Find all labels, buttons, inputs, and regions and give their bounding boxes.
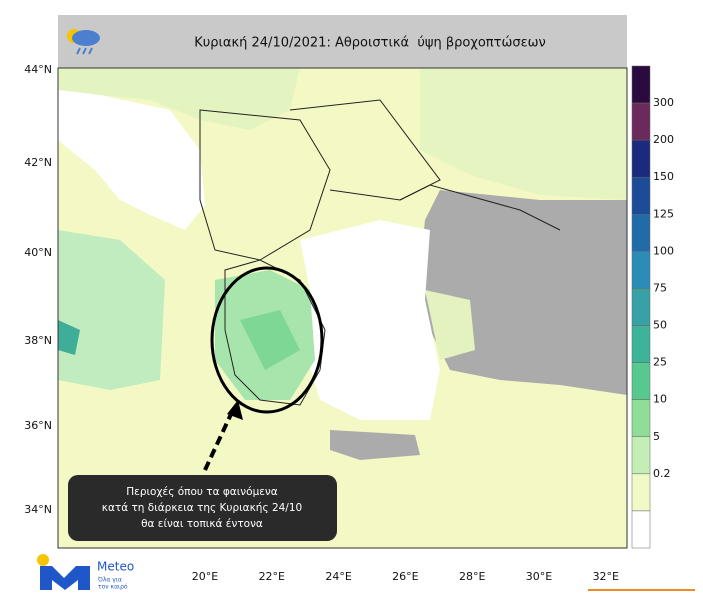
arrow-head [227, 400, 243, 420]
lon-label: 22°E [259, 570, 285, 583]
lon-label: 24°E [325, 570, 351, 583]
legend-label: 0.2 [653, 467, 671, 480]
logo-name: Meteo [97, 560, 134, 574]
legend-swatch [631, 288, 651, 326]
legend-swatch [631, 139, 651, 178]
legend-swatch [631, 65, 651, 104]
lat-label: 38°N [24, 334, 52, 347]
lat-label: 34°N [24, 503, 52, 516]
legend-label: 75 [653, 281, 667, 294]
legend-label: 25 [653, 356, 667, 369]
map-frame [57, 67, 628, 549]
lon-label: 20°E [192, 570, 218, 583]
lat-label: 44°N [24, 63, 52, 76]
annotation-text: Περιοχές όπου τα φαινόμενα [126, 486, 278, 498]
legend-label: 50 [653, 319, 667, 332]
lon-label: 28°E [459, 570, 485, 583]
legend-label: 300 [653, 96, 674, 109]
legend-swatch [631, 102, 651, 141]
lat-label: 36°N [24, 419, 52, 432]
legend-swatch [631, 214, 651, 252]
legend-swatch [631, 325, 651, 363]
logo-tagline: Όλα για [97, 577, 122, 584]
weather-icon [67, 29, 100, 55]
annotation-box [68, 475, 337, 541]
annotation-text: κατά τη διάρκεια της Κυριακής 24/10 [102, 502, 302, 514]
legend-swatch [631, 176, 651, 215]
lon-label: 30°E [526, 570, 552, 583]
legend-label: 200 [653, 133, 674, 146]
legend-label: 125 [653, 207, 674, 220]
legend-swatch [631, 399, 651, 438]
lat-label: 40°N [24, 246, 52, 259]
lat-label: 42°N [24, 156, 52, 169]
map [58, 68, 627, 548]
arrow [203, 411, 234, 471]
legend-label: 5 [653, 430, 660, 443]
logo: Meteo Όλα για τον καιρό [37, 554, 134, 591]
title: Κυριακή 24/10/2021: Αθροιστικά ύψη βροχο… [194, 36, 546, 51]
legend-swatch [631, 436, 651, 475]
legend-label: 150 [653, 170, 674, 183]
legend-swatch [631, 510, 651, 549]
legend-swatch [631, 251, 651, 289]
legend-swatch [631, 362, 651, 400]
logo-tagline: τον καιρό [98, 584, 128, 591]
legend-label: 100 [653, 244, 674, 257]
legend-label: 10 [653, 393, 667, 406]
legend-swatch [631, 473, 651, 512]
lon-label: 32°E [593, 570, 619, 583]
annotation-text: θα είναι τοπικά έντονα [141, 518, 263, 530]
lon-label: 26°E [392, 570, 418, 583]
title-bar [58, 15, 627, 68]
